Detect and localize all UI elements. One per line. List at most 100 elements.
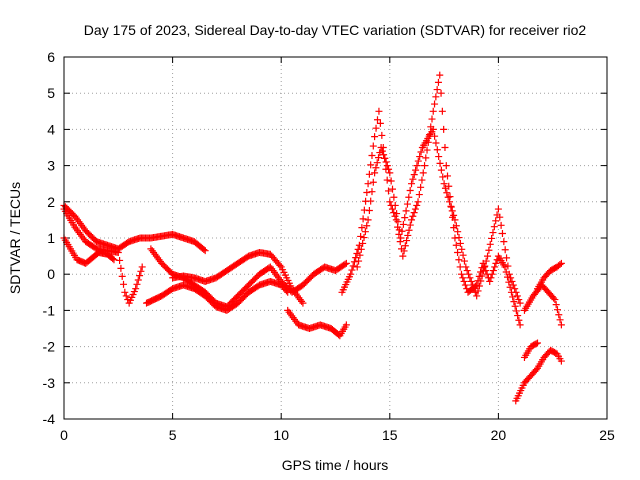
data-point bbox=[342, 259, 350, 267]
data-point bbox=[386, 169, 394, 177]
data-point bbox=[552, 301, 560, 309]
data-point bbox=[421, 162, 429, 170]
data-point bbox=[444, 172, 452, 180]
data-point bbox=[121, 288, 129, 296]
chart-title: Day 175 of 2023, Sidereal Day-to-day VTE… bbox=[84, 22, 587, 38]
data-point bbox=[475, 282, 483, 290]
y-tick-label: 3 bbox=[47, 158, 55, 174]
data-point bbox=[406, 221, 414, 229]
x-tick-label: 15 bbox=[382, 427, 398, 443]
plot-frame bbox=[63, 56, 608, 420]
data-point bbox=[385, 165, 393, 173]
data-point bbox=[460, 257, 468, 265]
data-point bbox=[390, 193, 398, 201]
data-point bbox=[363, 222, 371, 230]
data-point bbox=[401, 214, 409, 222]
y-tick-label: 6 bbox=[47, 49, 55, 65]
data-point bbox=[470, 285, 478, 293]
data-point bbox=[532, 366, 540, 374]
data-point bbox=[433, 146, 441, 154]
data-point bbox=[402, 207, 410, 215]
data-point bbox=[454, 228, 462, 236]
data-point bbox=[512, 307, 520, 315]
data-point bbox=[486, 240, 494, 248]
data-point bbox=[469, 281, 477, 289]
data-point bbox=[364, 216, 372, 224]
data-point bbox=[556, 316, 564, 324]
data-point bbox=[419, 169, 427, 177]
series-track-3 bbox=[60, 234, 118, 267]
data-point bbox=[357, 245, 365, 253]
data-point bbox=[509, 293, 517, 301]
data-point bbox=[498, 229, 506, 237]
data-point bbox=[557, 259, 565, 267]
data-point bbox=[533, 339, 541, 347]
data-point bbox=[557, 321, 565, 329]
x-tick-label: 0 bbox=[60, 427, 68, 443]
data-point bbox=[555, 311, 563, 319]
data-point bbox=[478, 272, 486, 280]
data-point bbox=[494, 205, 502, 213]
data-point bbox=[550, 294, 558, 302]
data-point bbox=[368, 188, 376, 196]
data-point bbox=[386, 198, 394, 206]
data-point bbox=[411, 205, 419, 213]
series-track-10 bbox=[512, 346, 565, 405]
data-point bbox=[439, 173, 447, 181]
data-point bbox=[412, 166, 420, 174]
data-point bbox=[443, 189, 451, 197]
data-point bbox=[436, 159, 444, 167]
data-point bbox=[492, 259, 500, 267]
data-point bbox=[357, 232, 365, 240]
data-point bbox=[501, 263, 509, 271]
data-point bbox=[448, 207, 456, 215]
data-point bbox=[403, 237, 411, 245]
data-point bbox=[118, 272, 126, 280]
data-point bbox=[440, 125, 448, 133]
data-point bbox=[114, 248, 122, 256]
data-point bbox=[474, 287, 482, 295]
series-layer bbox=[60, 71, 565, 405]
data-point bbox=[383, 162, 391, 170]
data-point bbox=[557, 357, 565, 365]
data-point bbox=[432, 139, 440, 147]
data-point bbox=[381, 154, 389, 162]
data-point bbox=[501, 246, 509, 254]
data-point bbox=[359, 215, 367, 223]
data-point bbox=[473, 292, 481, 300]
data-point bbox=[400, 247, 408, 255]
data-point bbox=[415, 191, 423, 199]
series-track-9 bbox=[353, 125, 524, 307]
data-point bbox=[276, 261, 284, 269]
data-point bbox=[416, 153, 424, 161]
data-point bbox=[399, 252, 407, 260]
data-point bbox=[463, 267, 471, 275]
data-point bbox=[373, 159, 381, 167]
series-track-8 bbox=[338, 71, 524, 329]
data-point bbox=[485, 246, 493, 254]
data-point bbox=[355, 257, 363, 265]
data-point bbox=[417, 183, 425, 191]
data-point bbox=[341, 260, 349, 268]
data-point bbox=[375, 107, 383, 115]
data-point bbox=[359, 239, 367, 247]
data-point bbox=[465, 270, 473, 278]
data-point bbox=[133, 280, 141, 288]
data-point bbox=[353, 250, 361, 258]
data-point bbox=[479, 267, 487, 275]
data-point bbox=[428, 115, 436, 123]
data-point bbox=[349, 262, 357, 270]
data-point bbox=[504, 262, 512, 270]
data-point bbox=[414, 157, 422, 165]
data-point bbox=[375, 154, 383, 162]
data-point bbox=[364, 180, 372, 188]
data-point bbox=[378, 131, 386, 139]
y-tick-label: -3 bbox=[43, 375, 56, 391]
data-point bbox=[446, 198, 454, 206]
data-point bbox=[488, 234, 496, 242]
data-point bbox=[438, 107, 446, 115]
data-point bbox=[444, 193, 452, 201]
data-point bbox=[410, 171, 418, 179]
series-track-12 bbox=[520, 281, 565, 329]
data-point bbox=[496, 213, 504, 221]
